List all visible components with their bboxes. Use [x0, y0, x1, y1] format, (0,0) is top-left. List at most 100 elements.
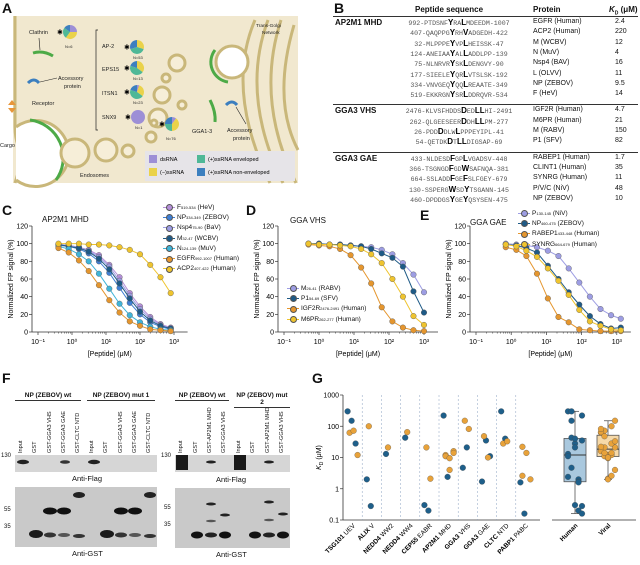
data-point: [565, 319, 572, 326]
sequence-segment: 460-DPDDGS: [410, 196, 450, 204]
lane-label: GST-GGA3 VHS: [117, 411, 124, 453]
data-point: [617, 327, 624, 334]
series-name: Nsp4: [177, 224, 193, 232]
kd-point: [465, 425, 472, 432]
data-point: [116, 280, 123, 287]
cargo-label: Cargo: [0, 143, 15, 149]
kd-point: [604, 454, 612, 461]
kd-point: [611, 466, 619, 473]
lane-label: GST-AP2M1 MHD: [207, 407, 213, 453]
kd-point: [611, 417, 619, 424]
series-curve: [505, 246, 621, 332]
lane-label: GST-GGA3 VHS: [46, 411, 53, 453]
data-point: [136, 308, 143, 315]
peptide-sequence: 2476-KLVSFHDDSDEDLLHI-2491: [389, 106, 529, 115]
data-point: [576, 279, 583, 286]
legend-entry: M 32-47 (WCBV): [163, 233, 239, 243]
accessory-left-label: Accessory: [58, 76, 84, 82]
lane-label: GST-GGA3 VHS: [221, 411, 228, 453]
kd-point: [480, 433, 488, 440]
asterisk-icon: ✱: [159, 121, 165, 129]
sequence-segment: QSYSEN-475: [468, 196, 508, 204]
kd-point: [367, 502, 374, 510]
data-point: [617, 315, 624, 322]
legend-marker-icon: [163, 255, 175, 263]
sequence-segment: DENGVY-90: [468, 61, 504, 69]
sequence-segment: REAATE-349: [468, 81, 508, 89]
lane-label: GST-GGA3 GAE: [60, 411, 67, 453]
series-host: (RABV): [318, 284, 341, 292]
clathrin-label: Clathrin: [29, 30, 48, 36]
data-point: [533, 253, 540, 260]
kd-sub: D: [614, 10, 619, 17]
sequence-segment: ADDLPP-139: [468, 50, 508, 58]
motif-residue: L: [463, 69, 469, 79]
kd-point: [463, 444, 470, 451]
sequence-segment: SK: [455, 61, 464, 69]
series-host: (ZEBOV): [557, 219, 584, 227]
protein-name: L (OLVV): [533, 69, 562, 77]
category-domain: WW2: [378, 522, 396, 540]
series-residues: 26-41: [306, 285, 317, 291]
group-divider: [333, 104, 638, 106]
itsn1-label: ITSN1: [102, 91, 118, 97]
motif-residue: Y: [449, 79, 456, 89]
legend-neg-ssrna: (−)ssRNA: [160, 170, 184, 176]
peptide-sequence: 366-TSGNGDFGDWSAFNQA-381: [389, 164, 529, 173]
table-row: 75-NLNRVRYSKLDENGVY-90 Nsp4 (BAV) 16: [333, 59, 638, 69]
peptide-sequence: 334-VNVGEQYQQLREAATE-349: [389, 80, 529, 89]
peptide-sequence: 992-PTDSNFYRALMDEEDM-1007: [389, 18, 529, 27]
motif-residue: L: [463, 79, 469, 89]
kd-point: [363, 476, 370, 483]
peptide-sequence: 177-SIEELEYQRLVTSLSK-192: [389, 70, 529, 79]
sequence-segment: QR: [455, 71, 464, 79]
kd-point: [521, 510, 528, 517]
protein-name: EGFR (Human): [533, 18, 582, 25]
y-tick-label: 120: [454, 224, 466, 231]
tgn-label-2: Network: [262, 30, 280, 36]
pie-slice: [137, 40, 144, 50]
clathrin-icon: [208, 99, 217, 123]
x-tick-label: 10⁻¹: [31, 339, 45, 346]
legend-marker-icon: [163, 214, 175, 222]
motif-residue: Y: [449, 90, 456, 100]
data-point: [85, 248, 92, 255]
kd-point: [444, 473, 451, 480]
chart-c-legend: F 519-534 (HeV) NP 334-349 (ZEBOV) Nsp4 75-90…: [163, 202, 239, 274]
kd-value: 2.4: [615, 18, 625, 25]
y-tick-label: 60: [20, 277, 28, 284]
sequence-segment: HEISSK-47: [468, 40, 504, 48]
legend-marker-icon: [163, 235, 175, 243]
sequence-segment: DLW: [443, 129, 456, 136]
x-tick-label: 10⁰: [67, 338, 78, 346]
asterisk-icon: ✱: [124, 65, 130, 73]
kd-point: [611, 438, 619, 445]
sequence-segment: 2476-KLVSFHDDS: [405, 108, 462, 116]
category-domain: PABC: [511, 522, 530, 541]
series-residues: 130-145: [536, 210, 552, 216]
table-row: 460-DPDDGSYGEYQSYSEN-475 NP (ZEBOV) 10: [333, 195, 638, 205]
kd-point: [352, 440, 359, 447]
data-point: [389, 276, 396, 283]
series-residues: 2476-2491: [320, 306, 340, 312]
legend-entry: M 26-41 (RABV): [287, 283, 366, 293]
series-residues: 992-1007: [195, 256, 212, 262]
group-divider: [333, 151, 638, 153]
category-label: TSG101 UEV: [324, 522, 357, 555]
series-host: (Human): [210, 265, 236, 273]
panel-label-e: E: [420, 207, 430, 223]
data-point: [347, 243, 354, 250]
kd-unit: (μM): [618, 5, 638, 14]
protein-name: ACP2 (Human): [533, 28, 581, 36]
accessory-left-label-2: protein: [64, 84, 81, 90]
x-tick-label: 10¹: [349, 339, 360, 346]
legend-entry: EGFR 992-1007 (Human): [163, 253, 239, 263]
kd-point: [459, 464, 466, 471]
pie-slice: [130, 47, 144, 54]
peptide-sequence: 519-EKKRGNYSRLDDRQVR-534: [389, 90, 529, 99]
table-row: 262-QLGEESEERDDHLLPM-277 M6PR (Human) 21: [333, 117, 638, 127]
motif-residue: D: [447, 137, 454, 147]
data-point: [410, 313, 417, 320]
series-curve: [58, 247, 171, 332]
